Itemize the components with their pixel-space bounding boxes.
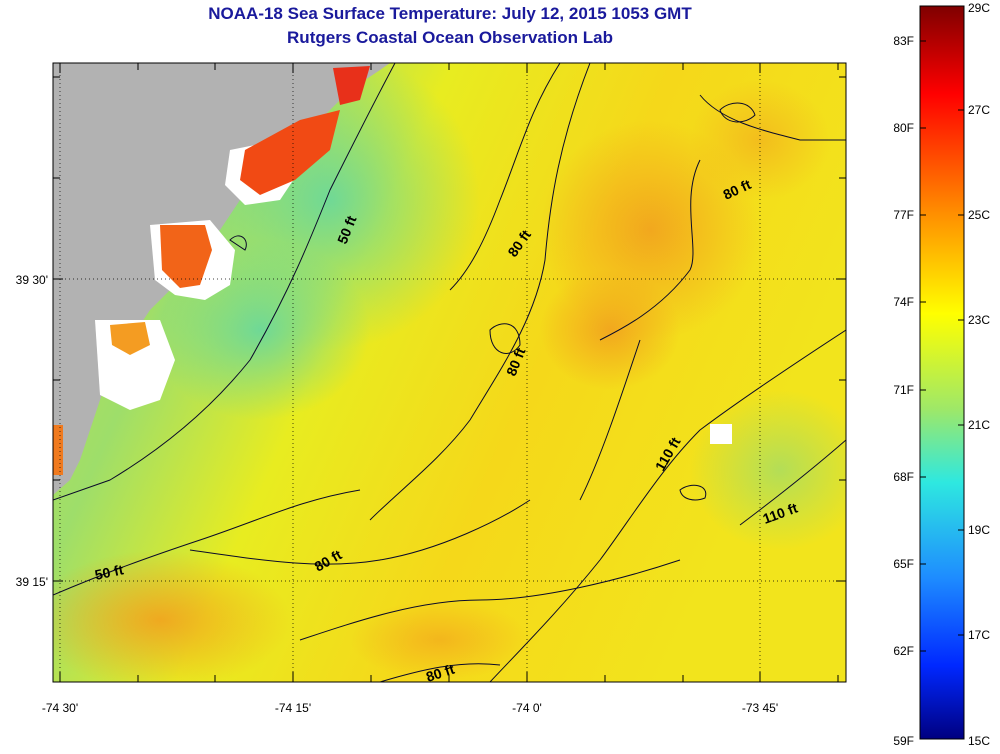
contour-label: 80 ft	[424, 661, 457, 685]
c-label: 17C	[968, 628, 990, 642]
lon-label: -74 30'	[42, 701, 78, 715]
land-mass	[53, 63, 390, 495]
lat-label: 39 30'	[16, 273, 48, 287]
f-label: 71F	[893, 383, 914, 397]
f-label: 68F	[893, 470, 914, 484]
grid	[53, 63, 846, 682]
f-label: 80F	[893, 121, 914, 135]
c-label: 25C	[968, 208, 990, 222]
c-label: 19C	[968, 523, 990, 537]
sst-field: 50 ft 80 ft 80 ft 80 ft 80 ft 110 ft 110…	[53, 63, 846, 685]
colorbar-ticks	[920, 40, 964, 652]
f-label: 62F	[893, 644, 914, 658]
celsius-labels: 29C 27C 25C 23C 21C 19C 17C 15C	[968, 1, 990, 748]
lon-label: -74 15'	[275, 701, 311, 715]
contour-label: 50 ft	[93, 561, 125, 583]
c-label: 29C	[968, 1, 990, 15]
map-subtitle: Rutgers Coastal Ocean Observation Lab	[287, 28, 613, 47]
lon-label: -74 0'	[512, 701, 542, 715]
lat-label: 39 15'	[16, 575, 48, 589]
c-label: 15C	[968, 734, 990, 748]
axis-ticks	[53, 63, 846, 682]
f-label: 74F	[893, 295, 914, 309]
f-label: 77F	[893, 208, 914, 222]
map-title: NOAA-18 Sea Surface Temperature: July 12…	[208, 4, 692, 23]
f-label: 83F	[893, 34, 914, 48]
c-label: 21C	[968, 418, 990, 432]
fahrenheit-labels: 83F 80F 77F 74F 71F 68F 65F 62F 59F	[893, 34, 914, 748]
lon-label: -73 45'	[742, 701, 778, 715]
colorbar	[919, 5, 965, 740]
f-label: 59F	[893, 734, 914, 748]
bathymetry-contours	[53, 63, 846, 682]
f-label: 65F	[893, 557, 914, 571]
c-label: 27C	[968, 103, 990, 117]
c-label: 23C	[968, 313, 990, 327]
